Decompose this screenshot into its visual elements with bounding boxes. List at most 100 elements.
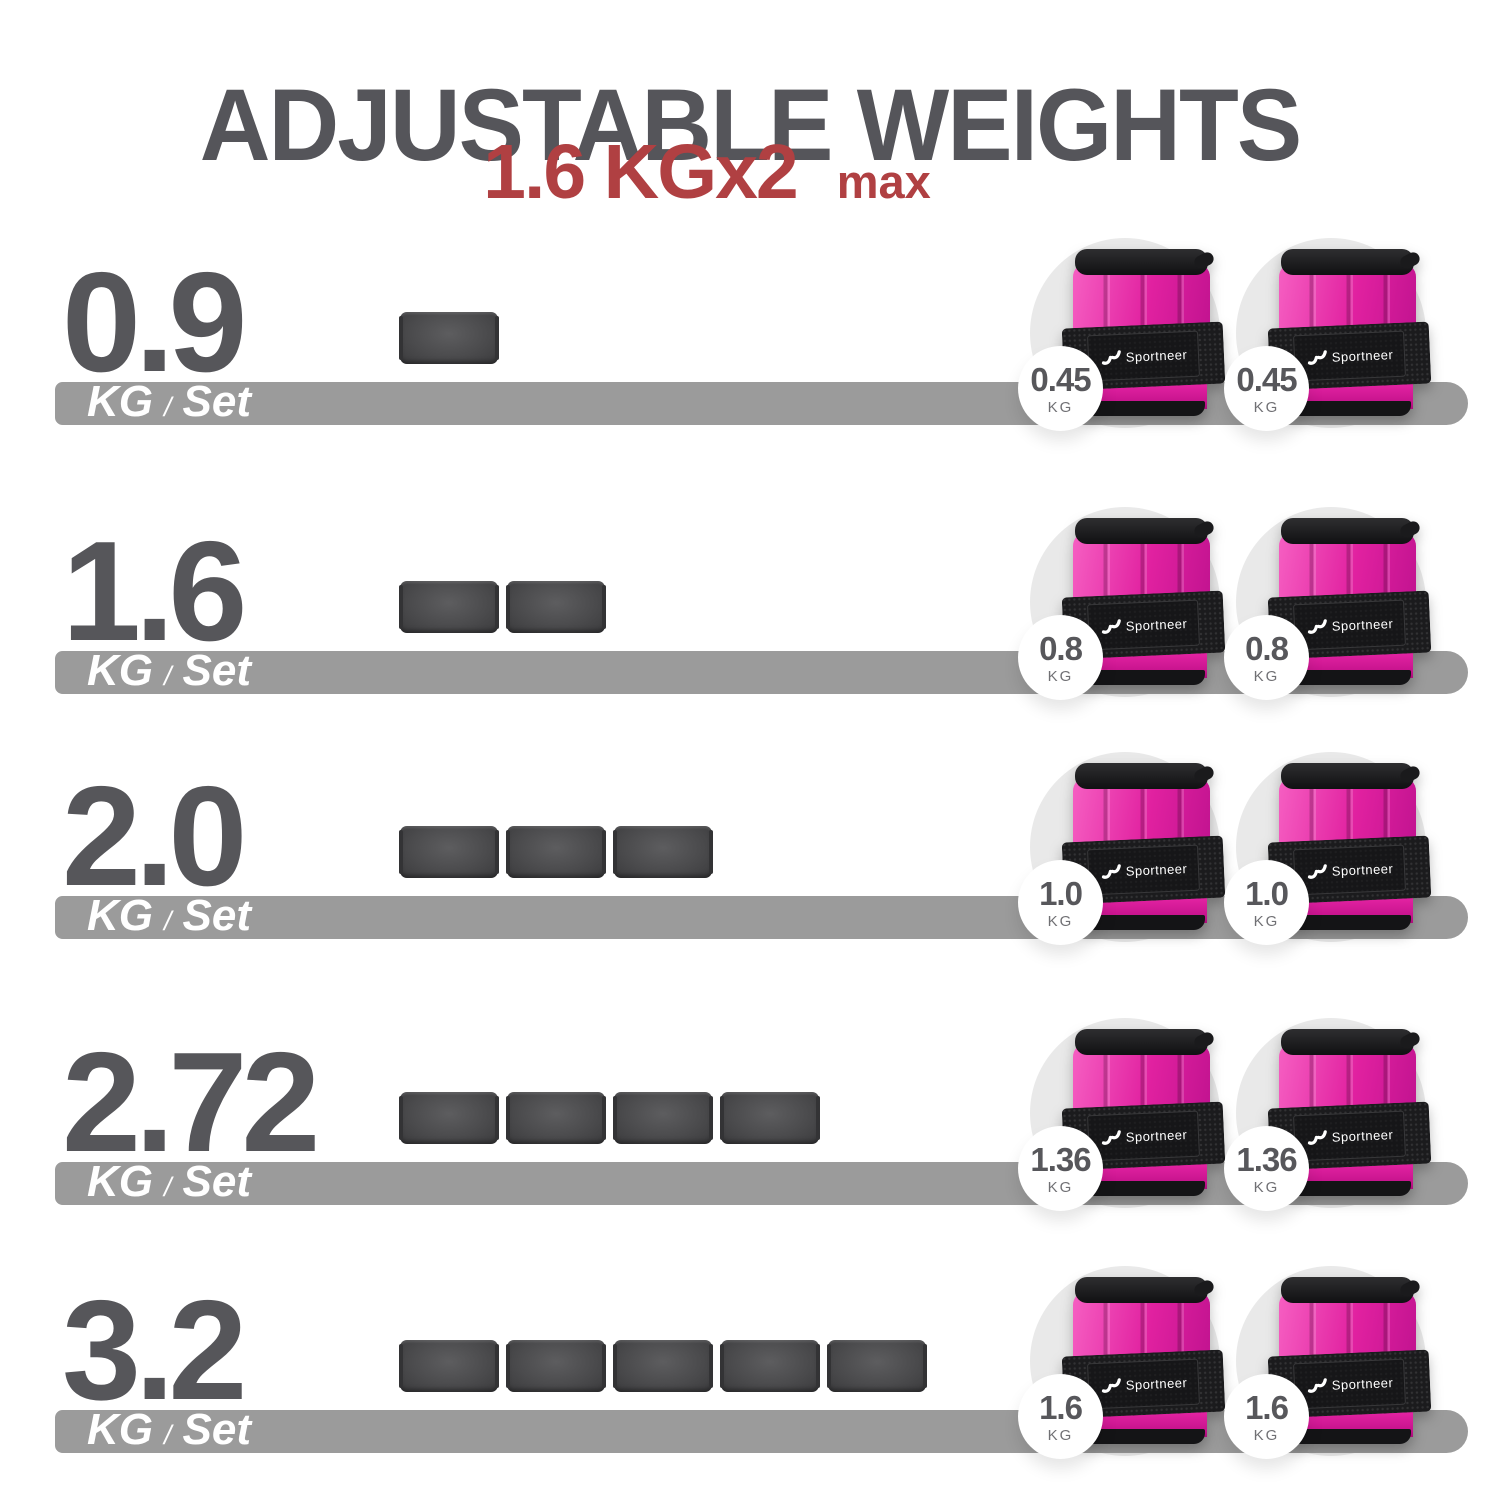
per-weight-unit: KG xyxy=(1253,1426,1280,1444)
brand-name: Sportneer xyxy=(1125,860,1188,879)
sandbag-group xyxy=(399,1092,820,1144)
set-label: Set xyxy=(182,645,251,695)
weight-row: 0.9 KG / Set xyxy=(0,232,1500,467)
weight-collar xyxy=(1075,249,1208,275)
weight-strap: Sportneer xyxy=(1267,835,1432,905)
set-weight-value: 2.72 xyxy=(62,1023,320,1182)
per-weight-badge: 0.8 KG xyxy=(1224,615,1309,700)
kg-set-label: KG / Set xyxy=(87,890,251,942)
sportneer-logo-icon xyxy=(1305,1127,1328,1148)
brand-name: Sportneer xyxy=(1331,615,1394,634)
set-weight-value: 1.6 xyxy=(62,512,247,671)
sandbag xyxy=(506,826,606,878)
kg-set-label: KG / Set xyxy=(87,1404,251,1456)
weight-strap: Sportneer xyxy=(1267,1101,1432,1171)
sandbag xyxy=(720,1340,820,1392)
slash-separator: / xyxy=(164,1171,172,1202)
weight-strap: Sportneer xyxy=(1267,321,1432,391)
ankle-weight-unit: Sportneer 1.36 KG xyxy=(1224,1018,1434,1233)
weight-bottom-trim xyxy=(1078,670,1205,685)
sandbag xyxy=(506,581,606,633)
sportneer-logo-icon xyxy=(1305,616,1328,637)
sandbag xyxy=(720,1092,820,1144)
sandbag-group xyxy=(399,312,499,364)
weight-bottom-trim xyxy=(1284,915,1411,930)
slash-separator: / xyxy=(164,660,172,691)
sandbag xyxy=(399,826,499,878)
kg-label: KG xyxy=(87,645,153,695)
ankle-weight-image: Sportneer xyxy=(1267,1277,1432,1444)
kg-set-label: KG / Set xyxy=(87,376,251,428)
brand-patch: Sportneer xyxy=(1292,1110,1407,1162)
sportneer-logo-icon xyxy=(1305,347,1328,368)
per-weight-badge: 1.6 KG xyxy=(1224,1374,1309,1459)
kg-label: KG xyxy=(87,1156,153,1206)
kg-set-label: KG / Set xyxy=(87,1156,251,1208)
weight-bottom-trim xyxy=(1078,915,1205,930)
kg-label: KG xyxy=(87,1404,153,1454)
sandbag xyxy=(506,1092,606,1144)
per-weight-value: 0.8 xyxy=(1245,629,1289,667)
per-weight-value: 1.6 xyxy=(1245,1388,1289,1426)
set-label: Set xyxy=(182,890,251,940)
weight-bottom-trim xyxy=(1078,401,1205,416)
ankle-weight-image: Sportneer xyxy=(1061,1277,1226,1444)
per-weight-unit: KG xyxy=(1047,912,1074,930)
ankle-weight-pair: Sportneer 0.8 KG xyxy=(1018,507,1434,722)
per-weight-unit: KG xyxy=(1253,667,1280,685)
per-weight-unit: KG xyxy=(1047,1178,1074,1196)
weight-bottom-trim xyxy=(1078,1429,1205,1444)
weight-row: 1.6 KG / Set xyxy=(0,501,1500,736)
sandbag-group xyxy=(399,826,713,878)
sportneer-logo-icon xyxy=(1305,861,1328,882)
ankle-weight-unit: Sportneer 0.45 KG xyxy=(1224,238,1434,453)
sandbag xyxy=(613,1340,713,1392)
ankle-weight-image: Sportneer xyxy=(1267,249,1432,416)
weight-collar xyxy=(1281,1277,1414,1303)
kg-set-label: KG / Set xyxy=(87,645,251,697)
ankle-weight-unit: Sportneer 1.6 KG xyxy=(1224,1266,1434,1481)
weight-strap: Sportneer xyxy=(1267,1349,1432,1419)
weight-bottom-trim xyxy=(1284,670,1411,685)
weight-strap: Sportneer xyxy=(1061,1101,1226,1171)
brand-patch: Sportneer xyxy=(1292,844,1407,896)
sportneer-logo-icon xyxy=(1099,861,1122,882)
per-weight-badge: 0.45 KG xyxy=(1018,346,1103,431)
ankle-weight-unit: Sportneer 1.36 KG xyxy=(1018,1018,1228,1233)
brand-name: Sportneer xyxy=(1125,346,1188,365)
sandbag xyxy=(613,826,713,878)
weight-collar xyxy=(1075,763,1208,789)
per-weight-unit: KG xyxy=(1253,912,1280,930)
set-label: Set xyxy=(182,376,251,426)
per-weight-badge: 1.36 KG xyxy=(1224,1126,1309,1211)
subtitle: 1.6 KGx2 max xyxy=(0,134,1457,211)
sandbag-group xyxy=(399,1340,927,1392)
ankle-weight-image: Sportneer xyxy=(1267,763,1432,930)
ankle-weight-image: Sportneer xyxy=(1267,518,1432,685)
ankle-weight-unit: Sportneer 0.8 KG xyxy=(1224,507,1434,722)
brand-patch: Sportneer xyxy=(1086,599,1201,651)
brand-patch: Sportneer xyxy=(1086,1358,1201,1410)
set-label: Set xyxy=(182,1156,251,1206)
per-weight-value: 1.36 xyxy=(1030,1140,1091,1178)
brand-name: Sportneer xyxy=(1125,1126,1188,1145)
ankle-weight-pair: Sportneer 1.0 KG xyxy=(1018,752,1434,967)
max-weight-value: 1.6 KGx2 xyxy=(483,129,799,215)
brand-name: Sportneer xyxy=(1331,1126,1394,1145)
weight-strap: Sportneer xyxy=(1061,590,1226,660)
per-weight-unit: KG xyxy=(1047,1426,1074,1444)
per-weight-unit: KG xyxy=(1047,398,1074,416)
weight-row: 2.72 KG / Set xyxy=(0,1012,1500,1247)
weight-collar xyxy=(1281,249,1414,275)
ankle-weight-pair: Sportneer 0.45 KG xyxy=(1018,238,1434,453)
per-weight-badge: 1.36 KG xyxy=(1018,1126,1103,1211)
brand-patch: Sportneer xyxy=(1086,1110,1201,1162)
per-weight-value: 0.45 xyxy=(1236,360,1297,398)
weight-collar xyxy=(1075,518,1208,544)
ankle-weight-unit: Sportneer 1.0 KG xyxy=(1224,752,1434,967)
sandbag xyxy=(827,1340,927,1392)
slash-separator: / xyxy=(164,905,172,936)
weight-bottom-trim xyxy=(1284,401,1411,416)
weight-strap: Sportneer xyxy=(1061,321,1226,391)
brand-patch: Sportneer xyxy=(1292,1358,1407,1410)
